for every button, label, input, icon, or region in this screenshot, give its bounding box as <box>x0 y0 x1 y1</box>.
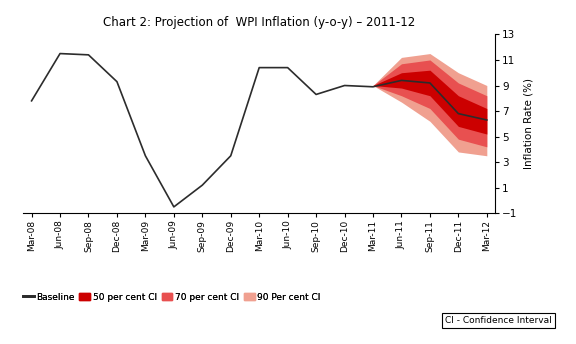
Y-axis label: Inflation Rate (%): Inflation Rate (%) <box>523 78 533 169</box>
Title: Chart 2: Projection of  WPI Inflation (y-o-y) – 2011-12: Chart 2: Projection of WPI Inflation (y-… <box>103 16 415 29</box>
Text: CI - Confidence Interval: CI - Confidence Interval <box>445 316 552 325</box>
Legend: Baseline, 50 per cent CI, 70 per cent CI, 90 Per cent CI: Baseline, 50 per cent CI, 70 per cent CI… <box>23 293 321 302</box>
